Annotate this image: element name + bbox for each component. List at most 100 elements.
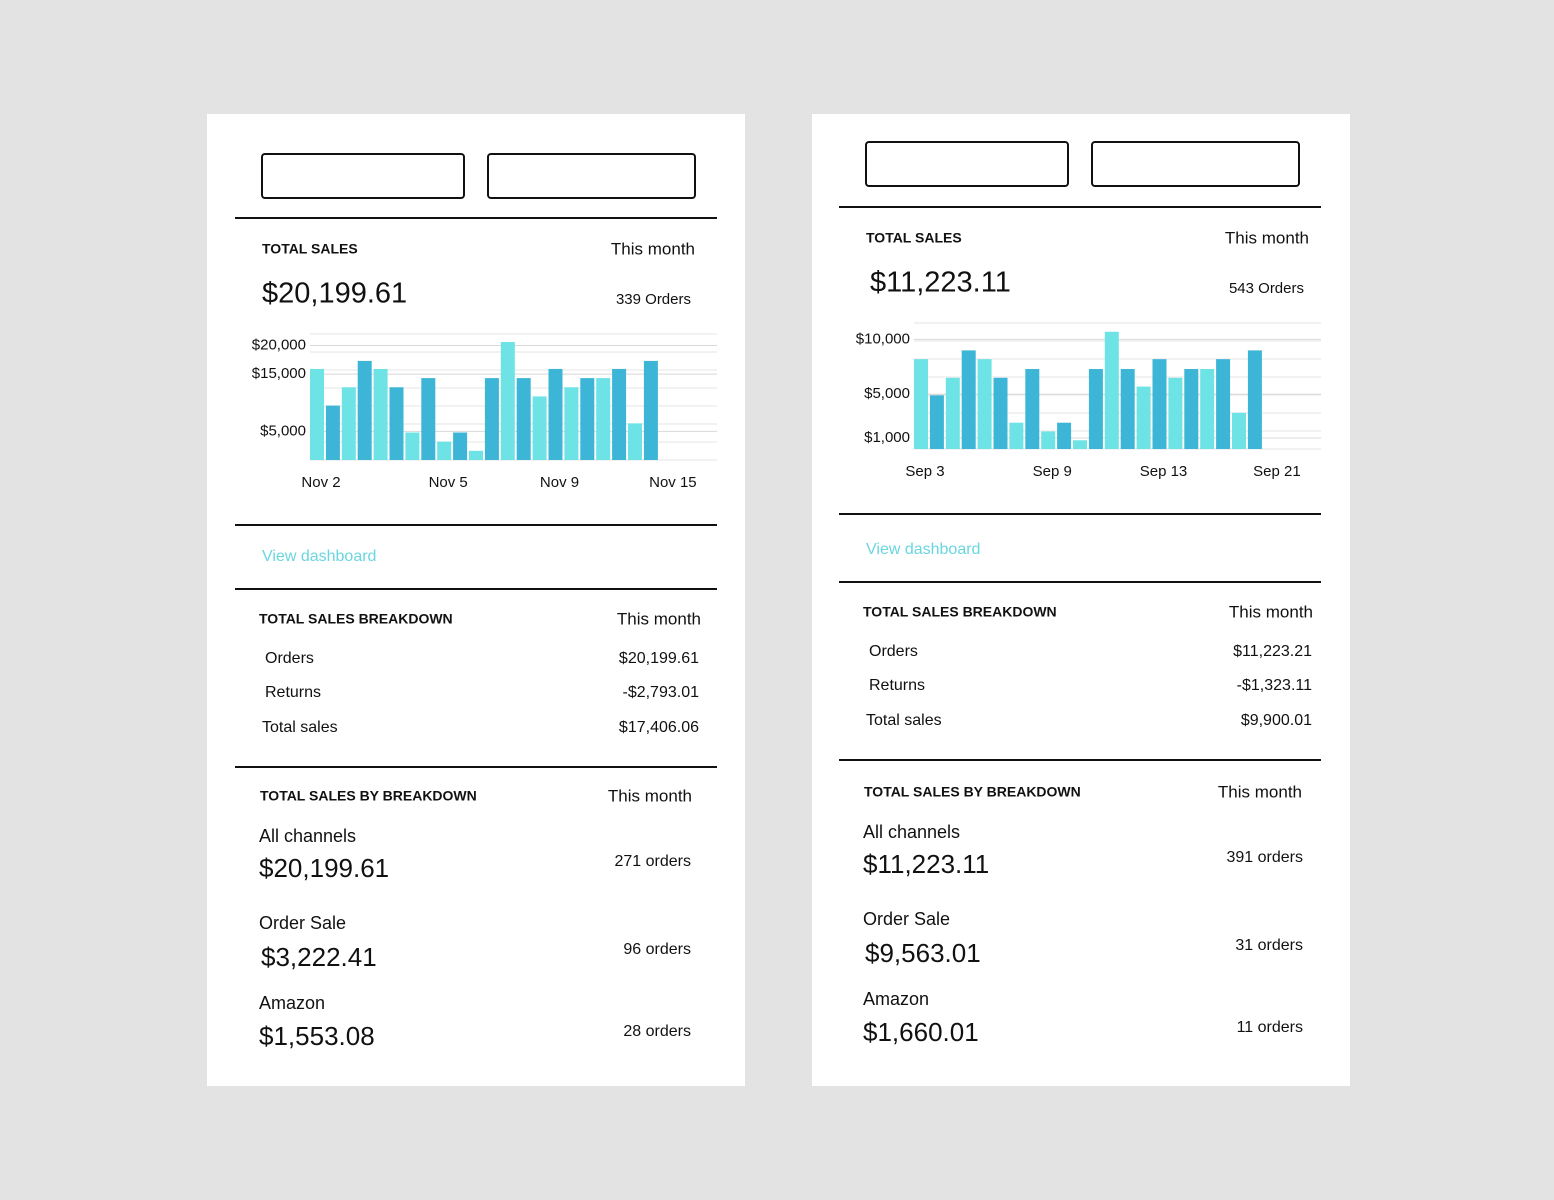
section-title: TOTAL SALES BY BREAKDOWN [864,784,1081,800]
channel-amount: $1,660.01 [863,1017,979,1047]
view-dashboard-link[interactable]: View dashboard [262,548,376,565]
bar [564,387,579,460]
bar [961,350,976,449]
bar [1104,331,1119,449]
y-tick-label: $15,000 [252,365,306,382]
bar [1041,431,1056,449]
bar [1168,377,1183,449]
channel-name: Order Sale [259,913,346,933]
total-sales: $20,199.61 [262,278,407,310]
y-tick-label: $5,000 [864,385,910,402]
channel-amount: $3,222.41 [261,942,377,972]
x-tick-label: Sep 9 [1033,463,1072,480]
channel-name: Order Sale [863,909,950,929]
x-tick-label: Nov 15 [649,474,697,491]
breakdown-label: Orders [265,650,314,667]
x-tick-label: Nov 9 [540,474,579,491]
bar [421,378,436,460]
bar [945,377,960,449]
bar [1184,369,1199,449]
x-tick-label: Sep 3 [905,463,944,480]
channel-amount: $20,199.61 [259,853,389,883]
card [812,114,1350,1086]
bar [548,368,563,460]
x-tick-label: Sep 21 [1253,463,1301,480]
button[interactable] [487,153,696,199]
bar [532,396,547,460]
bar [1120,369,1135,449]
section-title: TOTAL SALES BREAKDOWN [863,604,1057,620]
bar [1152,359,1167,449]
order-count: 543 Orders [1229,280,1304,297]
section-title: TOTAL SALES [866,230,962,246]
channel-amount: $9,563.01 [865,938,981,968]
order-count: 339 Orders [616,291,691,308]
breakdown-label: Total sales [866,712,942,729]
section-title: TOTAL SALES BY BREAKDOWN [260,788,477,804]
bar [1057,422,1072,449]
bar [929,395,944,449]
breakdown-value: -$2,793.01 [622,684,699,701]
bar [580,378,595,460]
bar [1025,369,1040,449]
bar [405,432,420,460]
x-tick-label: Nov 2 [301,474,340,491]
channel-name: Amazon [863,989,929,1009]
bar [1088,369,1103,449]
total-sales: $11,223.11 [870,267,1011,299]
breakdown-label: Total sales [262,719,338,736]
channel-name: All channels [259,826,356,846]
bar [516,378,531,460]
button[interactable] [1091,141,1300,187]
section-title: TOTAL SALES BREAKDOWN [259,611,453,627]
period: This month [1229,602,1313,621]
y-tick-label: $1,000 [864,429,910,446]
breakdown-value: $20,199.61 [619,650,699,667]
bar [484,378,499,460]
breakdown-value: $11,223.21 [1233,643,1312,660]
bar [1009,422,1024,449]
channel-orders: 96 orders [623,941,691,958]
breakdown-value: $17,406.06 [619,719,699,736]
channel-amount: $1,553.08 [259,1021,375,1051]
bar [453,432,468,460]
period: This month [1218,782,1302,801]
bar [612,368,627,460]
bar [341,387,356,460]
bar [1232,412,1246,449]
channel-name: Amazon [259,993,325,1013]
bar [357,360,372,460]
channel-name: All channels [863,822,960,842]
channel-orders: 31 orders [1235,937,1303,954]
bar [977,359,992,449]
breakdown-value: $9,900.01 [1241,712,1312,729]
x-tick-label: Nov 5 [429,474,468,491]
bar [914,359,928,449]
y-tick-label: $20,000 [252,336,306,353]
breakdown-value: -$1,323.11 [1237,677,1312,694]
bar [643,360,658,460]
bar [500,342,515,460]
y-tick-label: $10,000 [856,330,910,347]
bar [325,405,340,460]
button[interactable] [865,141,1069,187]
channel-orders: 28 orders [623,1023,691,1040]
period: This month [611,239,695,258]
bar [437,441,452,460]
channel-orders: 391 orders [1227,849,1304,866]
view-dashboard-link[interactable]: View dashboard [866,541,980,558]
period: This month [617,609,701,628]
bar [1200,369,1215,449]
section-title: TOTAL SALES [262,241,358,257]
channel-orders: 271 orders [615,853,692,870]
breakdown-label: Returns [869,677,925,694]
bar [1247,350,1262,449]
bar [310,368,324,460]
bar [1073,440,1087,449]
bar [1136,386,1151,449]
y-tick-label: $5,000 [260,422,306,439]
button[interactable] [261,153,465,199]
bar [628,423,642,460]
channel-orders: 11 orders [1237,1019,1303,1036]
